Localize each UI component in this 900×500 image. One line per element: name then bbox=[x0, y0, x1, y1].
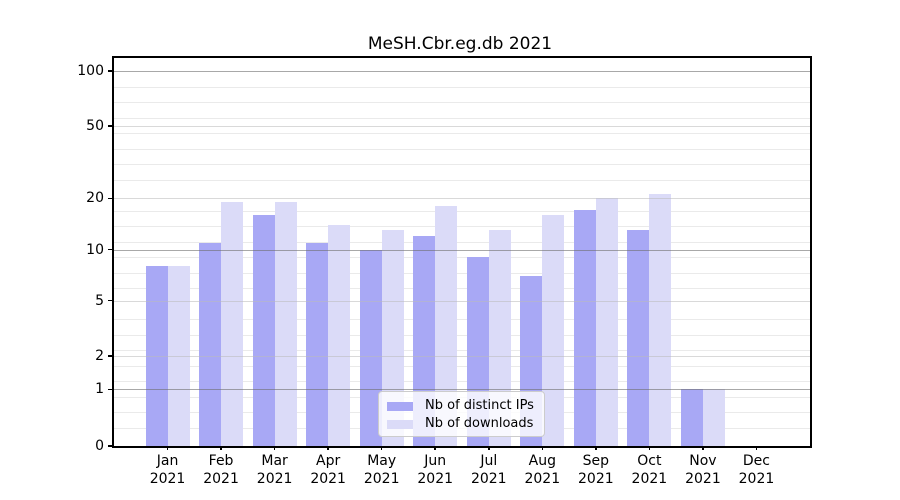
x-tick-year: 2021 bbox=[203, 470, 239, 487]
x-tick-year: 2021 bbox=[524, 470, 561, 487]
x-tick-mark-sep bbox=[595, 446, 597, 450]
bar-downloads-jun bbox=[435, 206, 458, 446]
x-tick-month: Nov bbox=[689, 453, 717, 469]
bar-distinct-ips-may bbox=[359, 249, 382, 446]
x-tick-month: Jun bbox=[424, 453, 447, 469]
x-tick-year: 2021 bbox=[310, 470, 346, 487]
x-tick-year: 2021 bbox=[363, 470, 400, 487]
y-tick-label-100: 100 bbox=[77, 63, 104, 79]
y-tick-mark-10 bbox=[108, 248, 112, 251]
chart-title: MeSH.Cbr.eg.db 2021 bbox=[367, 34, 553, 54]
x-tick-label-dec: Dec 2021 bbox=[721, 453, 791, 488]
x-tick-mark-jul bbox=[488, 446, 490, 450]
y-tick-mark-2 bbox=[108, 355, 112, 357]
x-tick-mark-may bbox=[380, 446, 383, 450]
y-tick-label-2: 2 bbox=[95, 348, 104, 364]
x-tick-year: 2021 bbox=[738, 470, 775, 487]
legend-swatch-distinct-ips bbox=[387, 401, 413, 411]
x-tick-label-mar: Mar 2021 bbox=[240, 453, 310, 488]
y-tick-mark-50 bbox=[108, 125, 112, 127]
y-tick-label-20: 20 bbox=[86, 190, 104, 207]
x-tick-mark-jun bbox=[434, 446, 436, 450]
grid-major-layer bbox=[114, 58, 810, 446]
x-tick-year: 2021 bbox=[149, 470, 186, 487]
x-tick-label-sep: Sep 2021 bbox=[561, 453, 631, 488]
legend-swatch-downloads bbox=[387, 419, 413, 429]
x-tick-month: Dec bbox=[742, 453, 770, 469]
bar-downloads-apr bbox=[328, 224, 351, 446]
bar-distinct-ips-sep bbox=[573, 210, 596, 446]
bar-distinct-ips-nov bbox=[680, 389, 703, 446]
y-tick-label-1: 1 bbox=[95, 381, 104, 398]
x-tick-label-jan: Jan 2021 bbox=[133, 453, 203, 488]
x-tick-label-apr: Apr 2021 bbox=[293, 453, 363, 488]
y-tick-label-50: 50 bbox=[86, 118, 104, 134]
bar-downloads-oct bbox=[649, 194, 672, 446]
x-tick-mark-oct bbox=[648, 446, 651, 450]
x-tick-month: Mar bbox=[261, 453, 288, 469]
x-tick-month: Aug bbox=[528, 453, 556, 469]
y-tick-label-0: 0 bbox=[95, 438, 104, 454]
x-tick-label-may: May 2021 bbox=[347, 453, 417, 488]
y-tick-mark-20 bbox=[108, 197, 112, 200]
x-tick-month: Oct bbox=[637, 453, 662, 469]
x-tick-label-oct: Oct 2021 bbox=[614, 453, 684, 488]
x-tick-month: Apr bbox=[316, 453, 341, 469]
y-tick-label-10: 10 bbox=[86, 241, 104, 258]
plot-area: Nb of distinct IPs Nb of downloads bbox=[112, 56, 812, 448]
gridline-20 bbox=[114, 198, 810, 200]
x-tick-year: 2021 bbox=[470, 470, 507, 487]
legend-item-distinct-ips: Nb of distinct IPs bbox=[379, 397, 544, 415]
x-tick-mark-apr bbox=[327, 446, 329, 450]
gridline-100 bbox=[114, 71, 810, 72]
y-tick-mark-100 bbox=[108, 70, 112, 72]
legend-label: Nb of distinct IPs bbox=[425, 398, 534, 413]
bar-downloads-mar bbox=[274, 202, 297, 446]
legend: Nb of distinct IPs Nb of downloads bbox=[378, 391, 545, 437]
bar-downloads-feb bbox=[221, 202, 244, 446]
x-tick-year: 2021 bbox=[685, 470, 721, 487]
bar-distinct-ips-mar bbox=[252, 214, 275, 446]
x-tick-mark-feb bbox=[220, 446, 222, 450]
y-tick-label-5: 5 bbox=[95, 292, 104, 309]
x-tick-label-feb: Feb 2021 bbox=[186, 453, 256, 488]
x-tick-month: Feb bbox=[208, 453, 234, 469]
x-tick-mark-nov bbox=[702, 446, 704, 450]
x-tick-label-aug: Aug 2021 bbox=[507, 453, 577, 488]
x-tick-mark-jan bbox=[166, 446, 169, 450]
bar-distinct-ips-apr bbox=[306, 242, 329, 446]
bar-distinct-ips-feb bbox=[199, 242, 222, 446]
legend-label: Nb of downloads bbox=[425, 416, 534, 431]
x-tick-year: 2021 bbox=[578, 470, 614, 487]
bar-downloads-nov bbox=[702, 389, 725, 446]
y-tick-mark-0 bbox=[108, 445, 112, 447]
x-tick-year: 2021 bbox=[256, 470, 293, 487]
x-tick-year: 2021 bbox=[631, 470, 668, 487]
x-tick-month: Jul bbox=[480, 453, 498, 469]
gridline-2 bbox=[114, 356, 810, 357]
x-tick-month: Sep bbox=[582, 453, 610, 469]
gridline-5 bbox=[114, 300, 810, 302]
bar-downloads-sep bbox=[595, 198, 618, 446]
gridline-50 bbox=[114, 126, 810, 127]
x-tick-month: May bbox=[367, 453, 397, 469]
gridline-10 bbox=[114, 249, 810, 251]
bars-layer bbox=[114, 58, 810, 446]
legend-item-downloads: Nb of downloads bbox=[379, 415, 544, 433]
y-tick-mark-5 bbox=[108, 299, 112, 302]
bar-distinct-ips-oct bbox=[627, 230, 650, 446]
x-tick-year: 2021 bbox=[417, 470, 454, 487]
x-tick-month: Jan bbox=[156, 453, 179, 469]
x-tick-label-jun: Jun 2021 bbox=[400, 453, 470, 488]
x-tick-label-nov: Nov 2021 bbox=[668, 453, 738, 488]
x-tick-mark-aug bbox=[541, 446, 544, 450]
bar-downloads-aug bbox=[542, 214, 565, 446]
y-tick-mark-1 bbox=[108, 388, 112, 391]
x-tick-mark-mar bbox=[273, 446, 276, 450]
x-tick-label-jul: Jul 2021 bbox=[454, 453, 524, 488]
x-tick-mark-dec bbox=[755, 446, 758, 450]
